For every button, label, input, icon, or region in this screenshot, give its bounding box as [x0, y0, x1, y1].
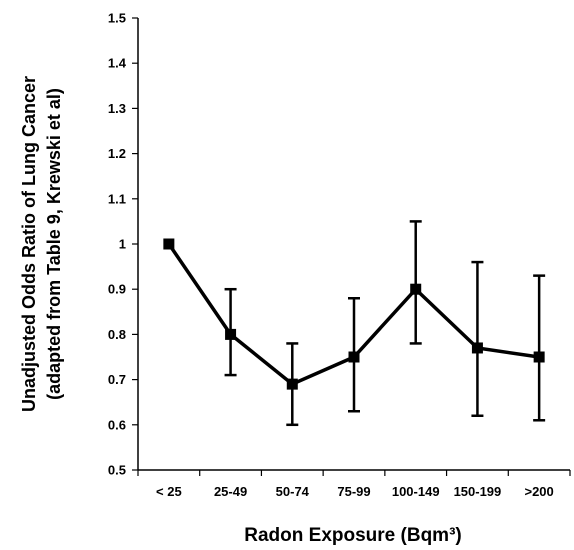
y-axis-title-line-2: (adapted from Table 9, Krewski et al) — [44, 88, 64, 400]
data-point — [348, 351, 360, 363]
x-tick-label: 50-74 — [276, 484, 310, 499]
y-tick-label: 0.7 — [108, 372, 126, 387]
y-tick-label: 0.8 — [108, 327, 126, 342]
data-point — [163, 238, 175, 250]
x-tick-label: < 25 — [156, 484, 182, 499]
y-axis-ticks: 0.5 0.6 0.7 0.8 0.9 1 1.1 1.2 1.3 1.4 1.5 — [108, 11, 138, 478]
x-axis-title: Radon Exposure (Bqm³) — [244, 525, 461, 546]
y-tick-label: 1.1 — [108, 191, 126, 206]
error-bar — [471, 260, 484, 418]
y-tick-label: 0.5 — [108, 463, 126, 478]
error-bar — [533, 274, 546, 422]
y-tick-label: 1.4 — [108, 56, 127, 71]
data-point — [410, 283, 422, 295]
error-bar — [409, 220, 422, 345]
x-tick-label: 75-99 — [337, 484, 370, 499]
y-tick-label: 1.3 — [108, 101, 126, 116]
x-tick-label: 100-149 — [392, 484, 440, 499]
x-tick-label: >200 — [524, 484, 553, 499]
y-axis-title-line-1: Unadjusted Odds Ratio of Lung Cancer — [19, 76, 39, 412]
data-point — [471, 342, 483, 354]
data-point — [225, 328, 237, 340]
y-tick-label: 0.9 — [108, 282, 126, 297]
data-point — [533, 351, 545, 363]
y-tick-label: 1 — [119, 237, 126, 252]
x-axis-ticks: < 25 25-49 50-74 75-99 100-149 150-199 >200 — [137, 470, 571, 499]
data-point — [286, 378, 298, 390]
data-markers — [163, 238, 545, 390]
x-tick-label: 150-199 — [454, 484, 502, 499]
x-tick-label: 25-49 — [214, 484, 247, 499]
y-tick-label: 1.5 — [108, 11, 126, 26]
y-tick-label: 1.2 — [108, 146, 126, 161]
y-tick-label: 0.6 — [108, 417, 126, 432]
